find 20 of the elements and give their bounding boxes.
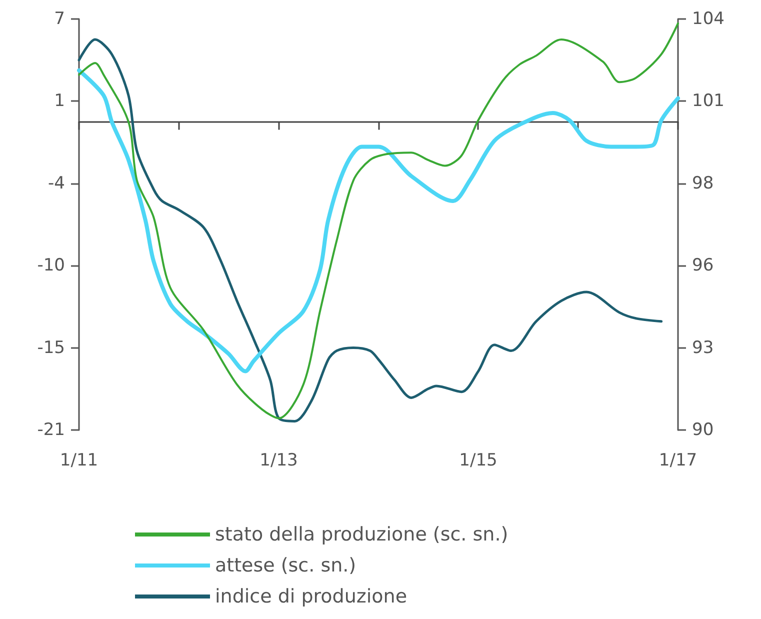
y2-tick-label: 93 xyxy=(692,338,714,358)
legend-label: stato della produzione (sc. sn.) xyxy=(215,524,508,546)
x-tick-label: 1/13 xyxy=(260,450,298,470)
legend-label: indice di produzione xyxy=(215,586,408,608)
y2-tick-label: 90 xyxy=(692,420,714,440)
y-tick-label: -10 xyxy=(37,256,65,276)
y-tick-label: -21 xyxy=(37,420,65,440)
x-tick-label: 1/17 xyxy=(658,450,698,470)
x-tick-label: 1/11 xyxy=(60,450,98,470)
y2-tick-label: 101 xyxy=(692,91,724,112)
y-tick-label: 7 xyxy=(54,9,65,29)
x-tick-label: 1/15 xyxy=(459,450,498,470)
legend-label: attese (sc. sn.) xyxy=(215,554,356,576)
y2-tick-label: 104 xyxy=(692,9,724,29)
line-series xyxy=(77,68,680,374)
y-tick-label: -15 xyxy=(37,338,65,358)
y2-tick-label: 96 xyxy=(692,256,714,276)
y2-tick-label: 98 xyxy=(692,173,714,194)
y-tick-label: 1 xyxy=(54,91,65,112)
y-tick-label: -4 xyxy=(48,173,65,194)
